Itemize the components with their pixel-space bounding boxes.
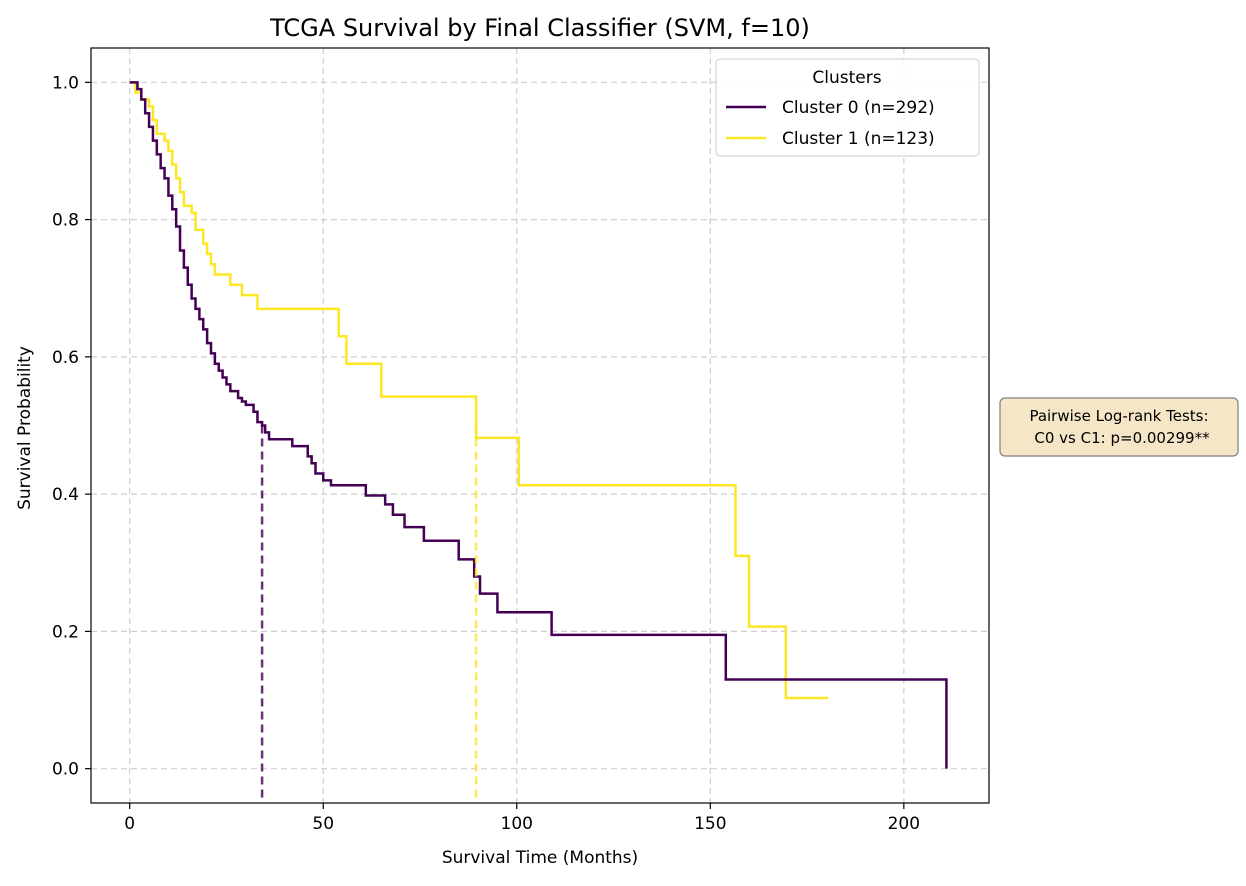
legend-box — [715, 58, 980, 157]
x-tick-label: 0 — [124, 814, 135, 834]
annotation-line-1: Pairwise Log-rank Tests: — [1029, 407, 1208, 425]
y-tick-label: 0.0 — [52, 760, 79, 780]
x-tick-label: 100 — [501, 814, 533, 834]
y-axis-label: Survival Probability — [15, 346, 35, 510]
chart-title: TCGA Survival by Final Classifier (SVM, … — [269, 14, 810, 42]
y-tick-label: 0.4 — [52, 485, 79, 505]
x-tick-label: 150 — [694, 814, 726, 834]
y-tick-label: 0.8 — [52, 211, 79, 231]
plot-frame — [90, 47, 990, 804]
y-tick-label: 1.0 — [52, 73, 79, 93]
x-axis-label: Survival Time (Months) — [442, 848, 638, 868]
survival-curve-cluster-0 — [129, 81, 948, 769]
legend-label-cluster-1: Cluster 1 (n=123) — [782, 129, 935, 149]
annotation-box — [999, 397, 1239, 457]
legend-label-cluster-0: Cluster 0 (n=292) — [782, 98, 935, 118]
logrank-annotation: Pairwise Log-rank Tests: C0 vs C1: p=0.0… — [999, 397, 1239, 457]
x-tick-label: 50 — [312, 814, 334, 834]
annotation-line-2: C0 vs C1: p=0.00299** — [1034, 429, 1210, 447]
x-tick-label: 200 — [888, 814, 920, 834]
legend-title: Clusters — [812, 68, 881, 88]
y-tick-label: 0.6 — [52, 348, 79, 368]
y-tick-label: 0.2 — [52, 622, 79, 642]
survival-curve-cluster-1 — [129, 81, 829, 700]
legend: Clusters Cluster 0 (n=292) Cluster 1 (n=… — [715, 58, 980, 157]
